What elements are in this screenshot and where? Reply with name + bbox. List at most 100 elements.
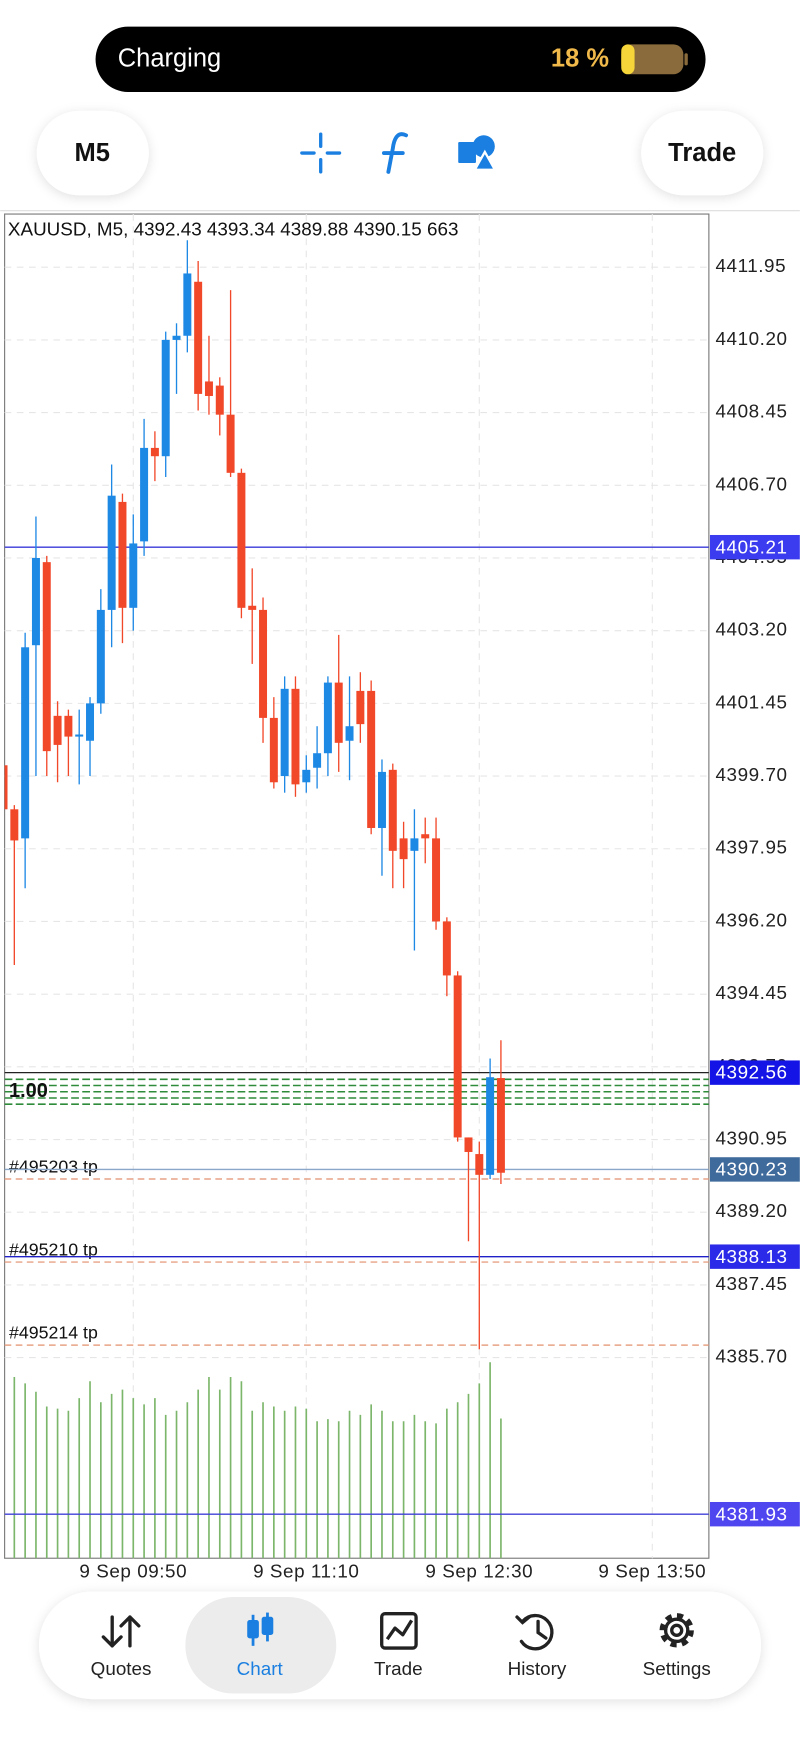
y-tick-label: 4397.95 xyxy=(716,837,788,858)
y-tick-label: 4389.20 xyxy=(716,1200,788,1221)
candle-body xyxy=(496,1078,505,1173)
crosshair-icon[interactable] xyxy=(300,132,342,174)
status-pill xyxy=(95,26,706,93)
candle-body xyxy=(53,715,62,745)
candle-body xyxy=(96,609,105,704)
candle-body xyxy=(356,690,365,725)
nav-label[interactable]: Chart xyxy=(237,1658,284,1679)
y-tick-label: 4399.70 xyxy=(716,764,788,785)
candle-body xyxy=(172,335,181,340)
candle-body xyxy=(475,1154,484,1175)
x-tick-label: 9 Sep 09:50 xyxy=(79,1561,187,1582)
x-tick-label: 9 Sep 13:50 xyxy=(598,1561,706,1582)
candle-body xyxy=(118,501,127,608)
price-tag xyxy=(709,1501,800,1527)
chart-frame xyxy=(4,213,710,1559)
price-tag-label: 4388.13 xyxy=(716,1246,788,1267)
candle-body xyxy=(161,339,170,457)
nav-bar xyxy=(39,1591,761,1700)
trade-button[interactable] xyxy=(641,110,764,196)
candle-body xyxy=(237,472,246,608)
price-axis: 4411.954410.204408.454406.704404.954403.… xyxy=(79,255,800,1582)
candle-body xyxy=(215,385,224,415)
nav-labels: Quotes Chart Trade History Settings xyxy=(91,1658,711,1679)
grid xyxy=(4,214,709,1559)
settings-icon[interactable] xyxy=(659,1613,694,1648)
candle-body xyxy=(259,609,268,718)
y-tick-label: 4410.20 xyxy=(716,328,788,349)
history-icon[interactable] xyxy=(515,1613,554,1651)
chart-icon[interactable] xyxy=(247,1612,274,1646)
quotes-icon[interactable] xyxy=(101,1615,141,1648)
candle-body xyxy=(280,688,289,777)
candle-body xyxy=(442,921,451,976)
nav-active-pill xyxy=(185,1597,337,1694)
candle-body xyxy=(334,682,343,743)
candle-body xyxy=(204,381,213,396)
y-tick-label: 4396.20 xyxy=(716,909,788,930)
candle-body xyxy=(129,543,138,608)
nav-label[interactable]: Settings xyxy=(643,1658,711,1679)
candle-body xyxy=(150,447,159,457)
price-tag xyxy=(709,1157,800,1182)
trade-label: Trade xyxy=(668,139,736,167)
price-tag xyxy=(709,1244,800,1269)
lot-label: 1.00 xyxy=(9,1080,48,1102)
candle-body xyxy=(291,688,300,785)
candle-body xyxy=(367,690,376,828)
candle-body xyxy=(42,562,51,752)
order-label: #495203 tp xyxy=(9,1157,98,1177)
y-tick-label: 4408.45 xyxy=(716,401,788,422)
candle-body xyxy=(421,834,430,839)
nav-label[interactable]: Trade xyxy=(374,1658,423,1679)
candle-body xyxy=(248,605,257,610)
price-tag-label: 4392.56 xyxy=(716,1062,788,1083)
candle-body xyxy=(269,717,278,783)
price-tag-label: 4381.93 xyxy=(716,1503,788,1524)
candle-body xyxy=(183,273,192,336)
y-tick-label: 4401.45 xyxy=(716,691,788,712)
candle-body xyxy=(399,838,408,860)
candle-body xyxy=(4,765,8,810)
candle-body xyxy=(345,726,354,741)
candle-body xyxy=(388,769,397,851)
candle-body xyxy=(377,771,386,828)
y-tick-label: 4390.95 xyxy=(716,1128,788,1149)
candle-body xyxy=(10,809,19,841)
y-tick-label: 4403.20 xyxy=(716,619,788,640)
candle-body xyxy=(107,495,116,610)
candle-body xyxy=(464,1137,473,1152)
objects-icon[interactable] xyxy=(458,135,497,171)
chart-title: XAUUSD, M5, 4392.43 4393.34 4389.88 4390… xyxy=(8,219,459,240)
candle-body xyxy=(31,557,40,646)
candle-body xyxy=(64,715,73,737)
y-tick-label: 4406.70 xyxy=(716,473,788,494)
timeframe-label: M5 xyxy=(75,139,110,167)
candle-body xyxy=(313,753,322,768)
status-label: Charging xyxy=(118,45,221,73)
trade-icon[interactable] xyxy=(380,1612,418,1650)
price-tag xyxy=(709,1060,800,1085)
candle-body xyxy=(194,281,203,394)
candle-body xyxy=(453,975,462,1138)
price-tag-label: 4405.21 xyxy=(716,536,788,557)
battery-icon xyxy=(621,44,684,75)
candle-body xyxy=(140,447,149,542)
nav-label[interactable]: History xyxy=(508,1658,567,1679)
battery-text: 18 % xyxy=(551,45,609,73)
candle-body xyxy=(432,838,441,922)
x-tick-label: 9 Sep 11:10 xyxy=(253,1561,359,1582)
x-tick-label: 9 Sep 12:30 xyxy=(425,1561,533,1582)
timeframe-button[interactable] xyxy=(36,110,149,196)
y-tick-label: 4385.70 xyxy=(716,1346,788,1367)
candle-body xyxy=(323,682,332,754)
y-tick-label: 4394.45 xyxy=(716,982,788,1003)
plot-area: 1.00 #495203 tp #495210 tp #495214 tp xyxy=(4,240,709,1559)
nav-label[interactable]: Quotes xyxy=(91,1658,152,1679)
indicator-icon[interactable] xyxy=(381,132,409,174)
order-label: #495214 tp xyxy=(9,1323,98,1343)
battery-tip xyxy=(684,53,688,66)
price-tag-label: 4390.23 xyxy=(716,1159,788,1180)
